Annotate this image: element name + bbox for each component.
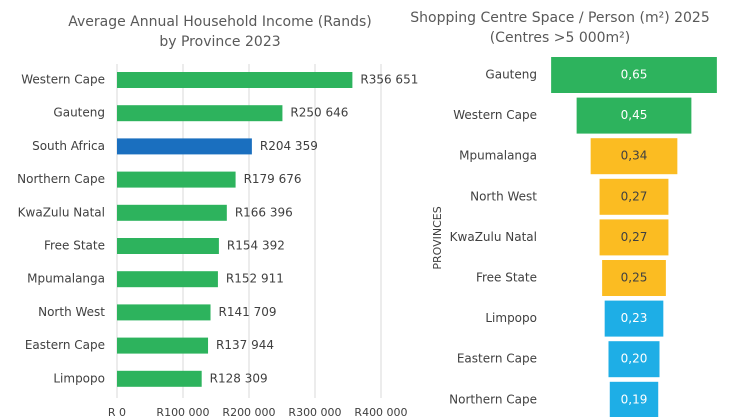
value-label: 0,27 (621, 189, 648, 203)
bar (576, 97, 692, 134)
y-axis-label: PROVINCES (431, 206, 444, 269)
bar (551, 57, 717, 93)
bar (608, 341, 660, 378)
bar (117, 271, 218, 288)
bar (117, 238, 219, 254)
y-tick-label: Limpopo (53, 371, 105, 385)
value-label: R166 396 (235, 205, 293, 219)
y-tick-label: KwaZulu Natal (18, 205, 105, 219)
value-label: R250 646 (290, 106, 348, 120)
bar (117, 138, 252, 155)
left-title: Average Annual Household Income (Rands) b… (68, 14, 372, 50)
y-tick-label: South Africa (32, 139, 105, 153)
y-tick-label: Mpumalanga (459, 149, 537, 163)
bar (117, 171, 236, 188)
bar (602, 260, 666, 296)
value-label: R204 359 (260, 139, 318, 153)
value-label: 0,27 (621, 230, 648, 244)
value-label: R152 911 (226, 272, 284, 286)
bar (117, 72, 353, 88)
value-label: 0,65 (621, 68, 648, 82)
x-tick-label: R200 000 (222, 406, 275, 417)
y-tick-label: Gauteng (53, 106, 105, 120)
value-label: 0,20 (621, 352, 648, 366)
bar (590, 138, 678, 175)
bar (117, 337, 209, 354)
bar (117, 304, 211, 321)
y-tick-label: Free State (476, 271, 537, 285)
right-title: Shopping Centre Space / Person (m²) 2025… (410, 10, 710, 46)
bar (599, 219, 669, 256)
value-label: 0,34 (621, 149, 648, 163)
y-tick-label: Northern Cape (449, 392, 537, 406)
bar (609, 381, 659, 417)
y-tick-label: North West (38, 305, 105, 319)
value-label: R128 309 (210, 371, 268, 385)
value-label: R179 676 (244, 172, 302, 186)
y-tick-label: Limpopo (485, 311, 537, 325)
y-tick-label: Eastern Cape (25, 338, 105, 352)
value-label: R137 944 (216, 338, 274, 352)
bar (117, 204, 227, 221)
y-tick-label: Gauteng (485, 68, 537, 82)
x-tick-label: R300 000 (288, 406, 341, 417)
value-label: 0,23 (621, 311, 648, 325)
bar (117, 370, 202, 387)
x-tick-label: R100 000 (156, 406, 209, 417)
x-tick-label: R 0 (108, 406, 126, 417)
y-tick-label: Western Cape (453, 108, 537, 122)
y-tick-label: Free State (44, 239, 105, 253)
y-tick-label: Northern Cape (17, 172, 105, 186)
value-label: 0,19 (621, 392, 648, 406)
value-label: R154 392 (227, 239, 285, 253)
bar (599, 178, 669, 215)
value-label: 0,45 (621, 108, 648, 122)
y-tick-label: Mpumalanga (27, 272, 105, 286)
value-label: R356 651 (360, 73, 418, 87)
bar (117, 105, 283, 122)
y-tick-label: North West (470, 189, 537, 203)
y-tick-label: KwaZulu Natal (450, 230, 537, 244)
bar (604, 300, 664, 337)
value-label: R141 709 (219, 305, 277, 319)
y-tick-label: Western Cape (21, 73, 105, 87)
value-label: 0,25 (621, 271, 648, 285)
y-tick-label: Eastern Cape (457, 352, 537, 366)
x-tick-label: R400 000 (354, 406, 407, 417)
